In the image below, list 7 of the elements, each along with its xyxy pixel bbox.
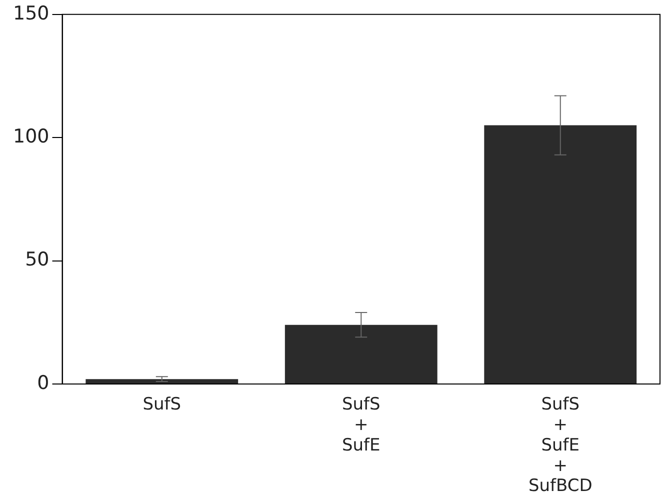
- y-tick-label: 50: [25, 248, 50, 271]
- y-tick-label: 0: [37, 372, 50, 394]
- y-tick-label: 100: [13, 126, 50, 148]
- x-tick-label: SufS + SufE: [342, 394, 380, 456]
- x-tick-label: SufS: [142, 394, 182, 415]
- y-tick-label: 150: [13, 2, 50, 24]
- x-tick-label: SufS + SufE + SufBCD: [528, 394, 592, 496]
